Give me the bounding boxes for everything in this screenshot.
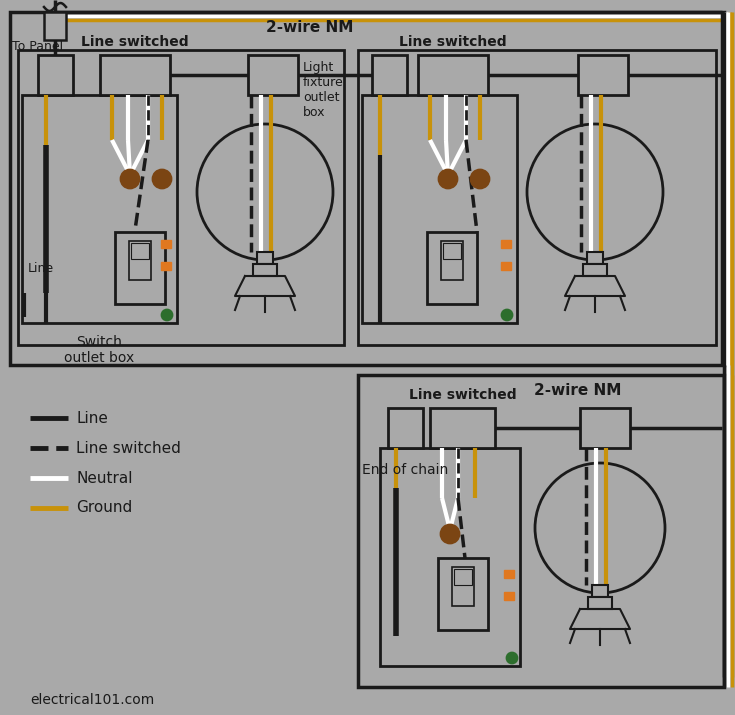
Circle shape — [527, 124, 663, 260]
Bar — [583, 264, 607, 276]
Bar — [129, 241, 151, 280]
Bar — [28, 442, 72, 454]
Circle shape — [535, 463, 665, 593]
Polygon shape — [565, 276, 625, 296]
Text: Line switched: Line switched — [399, 35, 507, 49]
Text: To Panel: To Panel — [12, 39, 63, 52]
Bar — [248, 55, 298, 95]
Bar — [131, 242, 149, 260]
Bar — [453, 568, 473, 586]
Text: 2-wire NM: 2-wire NM — [534, 383, 621, 398]
Text: Line: Line — [76, 410, 108, 425]
Text: Line switched: Line switched — [81, 35, 189, 49]
Bar — [44, 12, 66, 40]
Bar — [504, 570, 514, 578]
Circle shape — [153, 170, 171, 188]
Bar — [587, 252, 603, 264]
Bar — [580, 408, 630, 448]
Text: End of chain: End of chain — [362, 463, 448, 477]
Bar — [504, 592, 514, 600]
Bar — [161, 240, 171, 248]
Bar — [358, 375, 724, 687]
Bar — [115, 232, 165, 304]
Bar — [38, 55, 73, 95]
Bar — [28, 412, 72, 424]
Circle shape — [197, 124, 333, 260]
Bar — [418, 55, 488, 95]
Bar — [257, 252, 273, 264]
Circle shape — [162, 310, 172, 320]
Polygon shape — [235, 276, 295, 296]
Text: Neutral: Neutral — [76, 470, 132, 485]
Bar — [501, 240, 511, 248]
Text: Switch
outlet box: Switch outlet box — [65, 335, 135, 365]
Circle shape — [441, 525, 459, 543]
Bar — [430, 408, 495, 448]
Circle shape — [471, 170, 489, 188]
Bar — [388, 408, 423, 448]
Text: 2-wire NM: 2-wire NM — [266, 20, 354, 35]
Bar — [358, 50, 716, 345]
Text: Light
fixture
outlet
box: Light fixture outlet box — [303, 61, 344, 119]
Circle shape — [502, 310, 512, 320]
Bar — [253, 264, 277, 276]
Bar — [427, 232, 477, 304]
Bar — [442, 242, 462, 260]
Text: Ground: Ground — [76, 500, 132, 516]
Bar — [501, 262, 511, 270]
Text: Line switched: Line switched — [76, 440, 181, 455]
Text: Line: Line — [28, 262, 54, 275]
Text: Line switched: Line switched — [409, 388, 516, 402]
Bar — [372, 55, 407, 95]
Circle shape — [439, 170, 457, 188]
Bar — [578, 55, 628, 95]
Bar — [28, 502, 72, 514]
Bar — [588, 597, 612, 609]
Text: electrical101.com: electrical101.com — [30, 693, 154, 707]
Bar — [452, 567, 474, 606]
Bar — [438, 558, 488, 630]
Bar — [18, 50, 344, 345]
Bar — [161, 262, 171, 270]
Bar — [22, 95, 177, 323]
Bar — [592, 585, 608, 597]
Bar — [362, 95, 517, 323]
Bar — [10, 12, 724, 365]
Bar — [100, 55, 170, 95]
Polygon shape — [570, 609, 630, 629]
Circle shape — [121, 170, 139, 188]
Bar — [380, 448, 520, 666]
Bar — [441, 241, 463, 280]
Circle shape — [507, 653, 517, 663]
Bar — [28, 472, 72, 484]
